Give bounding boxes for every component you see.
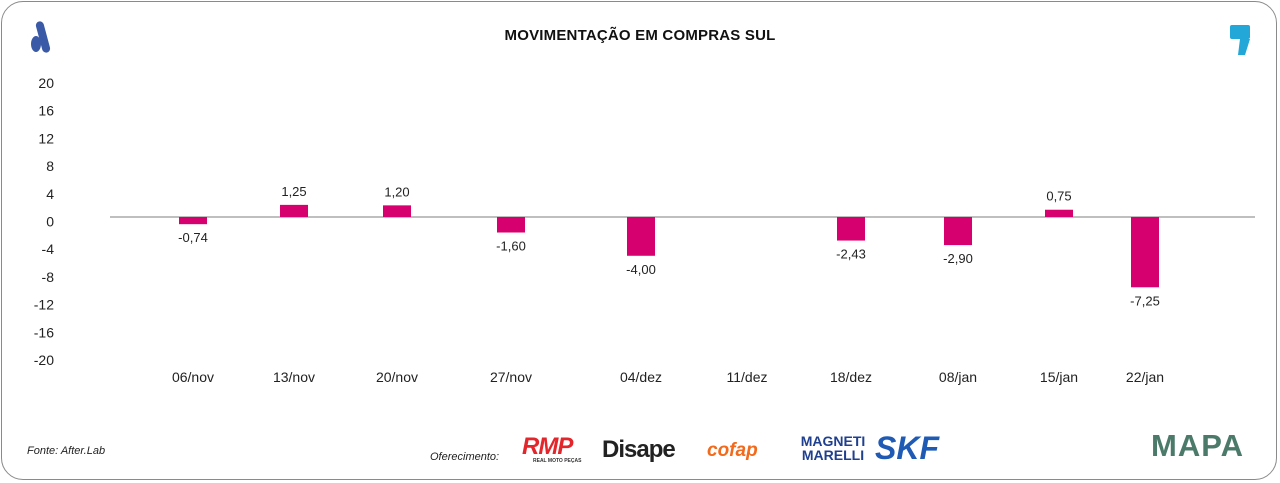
- bar: [1045, 209, 1073, 217]
- data-label: -1,60: [496, 239, 526, 254]
- x-tick-label: 06/nov: [172, 369, 214, 385]
- y-tick-label: -20: [34, 352, 54, 368]
- offering-label: Oferecimento:: [430, 451, 500, 463]
- cofap-logo: cofap: [707, 440, 758, 461]
- y-tick-label: 8: [46, 158, 54, 174]
- rmp-logo: RMP: [522, 433, 573, 460]
- bar: [1131, 217, 1159, 288]
- y-tick-label: 4: [46, 186, 54, 202]
- y-tick-label: 20: [38, 75, 54, 91]
- bar: [280, 204, 308, 217]
- x-tick-label: 15/jan: [1040, 369, 1078, 385]
- bar: [944, 217, 972, 246]
- y-tick-label: -8: [42, 269, 55, 285]
- data-label: 1,25: [281, 184, 306, 199]
- data-label: -2,43: [836, 247, 866, 262]
- y-tick-label: -4: [42, 241, 55, 257]
- x-tick-label: 13/nov: [273, 369, 315, 385]
- x-tick-label: 20/nov: [376, 369, 418, 385]
- disape-logo: Disape: [602, 436, 676, 463]
- y-tick-label: 16: [38, 103, 54, 119]
- x-tick-label: 08/jan: [939, 369, 977, 385]
- data-label: -2,90: [943, 251, 973, 266]
- skf-logo: SKF: [875, 430, 939, 466]
- chart-title: MOVIMENTAÇÃO EM COMPRAS SUL: [504, 27, 776, 44]
- mapa-logo: MAPA: [1151, 428, 1244, 463]
- source-text: Fonte: After.Lab: [27, 445, 106, 457]
- rmp-subtitle: REAL MOTO PEÇAS: [533, 458, 582, 464]
- data-label: -7,25: [1130, 293, 1160, 308]
- magneti-marelli-logo: MAGNETI MARELLI: [800, 433, 866, 463]
- y-tick-label: 0: [46, 214, 54, 230]
- x-tick-label: 04/dez: [620, 369, 662, 385]
- a-logo-icon: [31, 21, 51, 53]
- bar: [627, 217, 655, 256]
- x-tick-label: 18/dez: [830, 369, 872, 385]
- bar: [383, 205, 411, 217]
- comma-logo-icon: [1230, 25, 1250, 55]
- x-tick-label: 27/nov: [490, 369, 532, 385]
- data-label: -0,74: [178, 230, 208, 245]
- y-tick-label: -12: [34, 297, 54, 313]
- data-label: -4,00: [626, 262, 656, 277]
- x-tick-label: 22/jan: [1126, 369, 1164, 385]
- bar: [837, 217, 865, 241]
- data-label: 1,20: [384, 184, 409, 199]
- bar: [497, 217, 525, 233]
- y-tick-label: 12: [38, 130, 54, 146]
- y-tick-label: -16: [34, 324, 54, 340]
- data-label: 0,75: [1046, 189, 1071, 204]
- x-tick-label: 11/dez: [727, 369, 768, 385]
- bar: [179, 217, 207, 225]
